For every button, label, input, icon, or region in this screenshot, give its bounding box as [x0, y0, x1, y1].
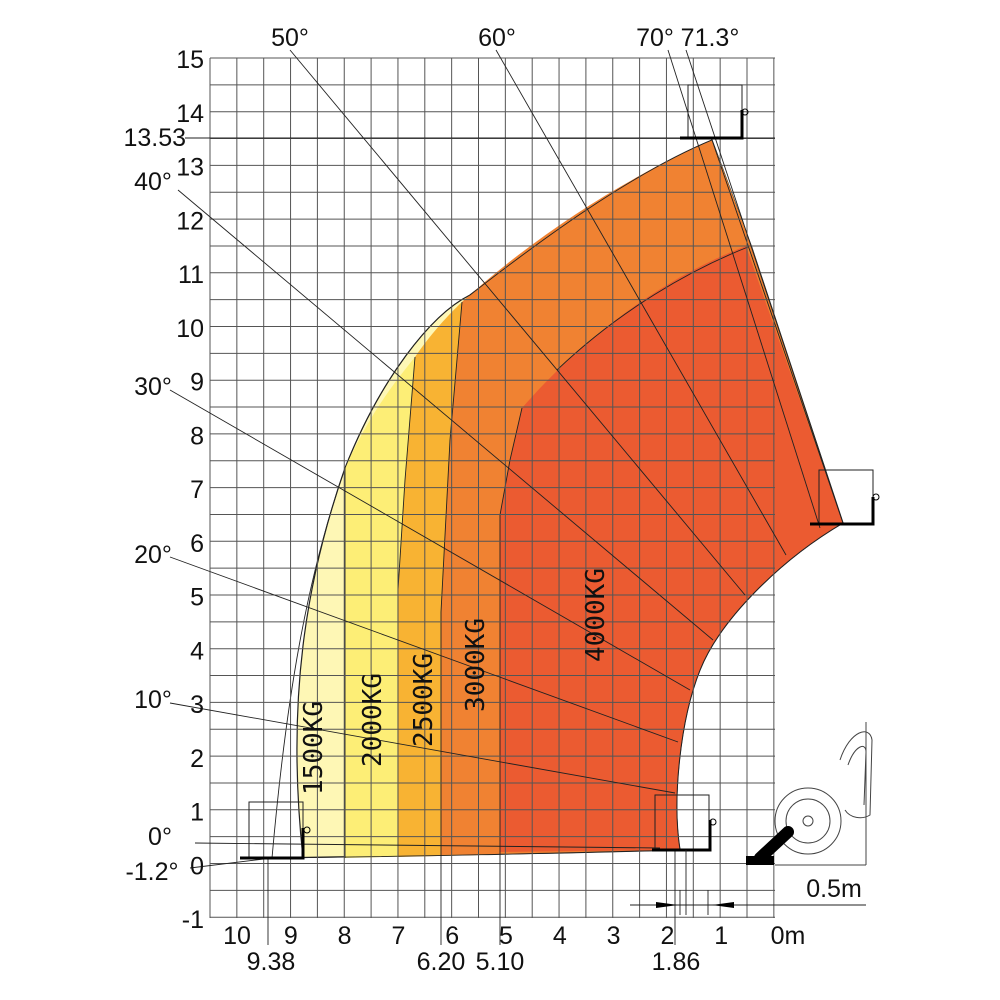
- y-tick-label: 15: [176, 46, 204, 74]
- ray-71: [685, 49, 844, 524]
- y-tick-label: 2: [190, 745, 204, 773]
- load-zones: [271, 139, 844, 859]
- angle-label-70: 70°: [636, 24, 674, 52]
- angle-label-30: 30°: [134, 373, 172, 401]
- ray-0: [194, 842, 661, 849]
- y-tick-label: 12: [176, 207, 204, 235]
- y-marker-label: 13.53: [123, 124, 186, 152]
- x-marker-9-38: 9.38: [247, 948, 296, 976]
- x-marker-5-10: 5.10: [476, 948, 525, 976]
- ray-20: [169, 556, 679, 743]
- y-tick-label: 1: [190, 799, 204, 827]
- outer-envelope-outline: [271, 139, 844, 859]
- zone-label-1500kg: 1500KG: [299, 701, 329, 795]
- y-tick-label: 0: [190, 852, 204, 880]
- y-tick-label: 10: [176, 315, 204, 343]
- fork-far: [240, 828, 305, 860]
- x-marker-6-20: 6.20: [417, 948, 466, 976]
- y-tick-label: 3: [190, 691, 204, 719]
- x-tick-label: 1: [714, 922, 728, 950]
- scale-bar: 0.5m: [630, 850, 866, 915]
- x-tick-label: 5: [499, 922, 513, 950]
- y-tick-label: 6: [190, 530, 204, 558]
- x-tick-label: 4: [553, 922, 567, 950]
- angle-label-10: 10°: [134, 686, 172, 714]
- x-tick-label: 10: [223, 922, 251, 950]
- fork-mid: [810, 497, 875, 526]
- x-tick-label: 3: [607, 922, 621, 950]
- ray-60: [495, 49, 787, 556]
- y-tick-label: 8: [190, 422, 204, 450]
- zone-boundary-2500-3000: [440, 301, 463, 855]
- x-tick-label: 8: [338, 922, 352, 950]
- angle-label-0: 0°: [148, 823, 172, 851]
- ray-10: [169, 702, 676, 794]
- x-tick-label: 0m: [771, 922, 806, 950]
- ray-neg: [189, 857, 273, 869]
- y-tick-label: -1: [182, 906, 204, 934]
- zone-label-4000kg: 4000KG: [581, 568, 611, 662]
- angle-label-40: 40°: [134, 168, 172, 196]
- ray-30: [169, 389, 691, 691]
- ray-70: [667, 49, 821, 529]
- machine-outline: [746, 722, 873, 866]
- fork-box-far: [248, 801, 304, 859]
- zone-label-2000kg: 2000KG: [358, 673, 388, 767]
- boom-arm: [754, 826, 794, 864]
- angle-label-71-3: 71.3°: [681, 24, 740, 52]
- x-tick-label: 2: [660, 922, 674, 950]
- grid: [209, 57, 775, 918]
- angle-label-neg-1-2: -1.2°: [125, 858, 178, 886]
- scale-label: 0.5m: [806, 875, 862, 903]
- y-tick-label: 11: [178, 261, 204, 289]
- zone-label-2500kg: 2500KG: [409, 653, 439, 747]
- x-marker-1-86: 1.86: [652, 948, 701, 976]
- x-tick-label: 6: [445, 922, 459, 950]
- y-tick-label: 9: [190, 369, 204, 397]
- zone-label-3000kg: 3000KG: [461, 618, 491, 712]
- ray-50: [289, 49, 746, 596]
- angle-label-20: 20°: [134, 541, 172, 569]
- angle-label-60: 60°: [478, 24, 516, 52]
- y-tick-label: 13: [176, 154, 204, 182]
- fork-top: [680, 110, 744, 140]
- x-tick-label: 7: [391, 922, 405, 950]
- y-tick-label: 4: [190, 637, 204, 665]
- fork-attachments: [240, 84, 880, 860]
- angle-label-50: 50°: [271, 24, 309, 52]
- x-tick-label: 9: [284, 922, 298, 950]
- y-tick-label: 14: [176, 100, 204, 128]
- y-tick-label: 7: [190, 476, 204, 504]
- angle-lines: [169, 49, 844, 869]
- zone-boundary-3000-4000: [556, 246, 749, 371]
- fork-near: [652, 820, 712, 852]
- ray-40: [177, 189, 714, 641]
- x-axis-labels: 10 9 8 7 6 5 4 3 2 1 0m: [223, 922, 805, 950]
- y-tick-label: 5: [190, 584, 204, 612]
